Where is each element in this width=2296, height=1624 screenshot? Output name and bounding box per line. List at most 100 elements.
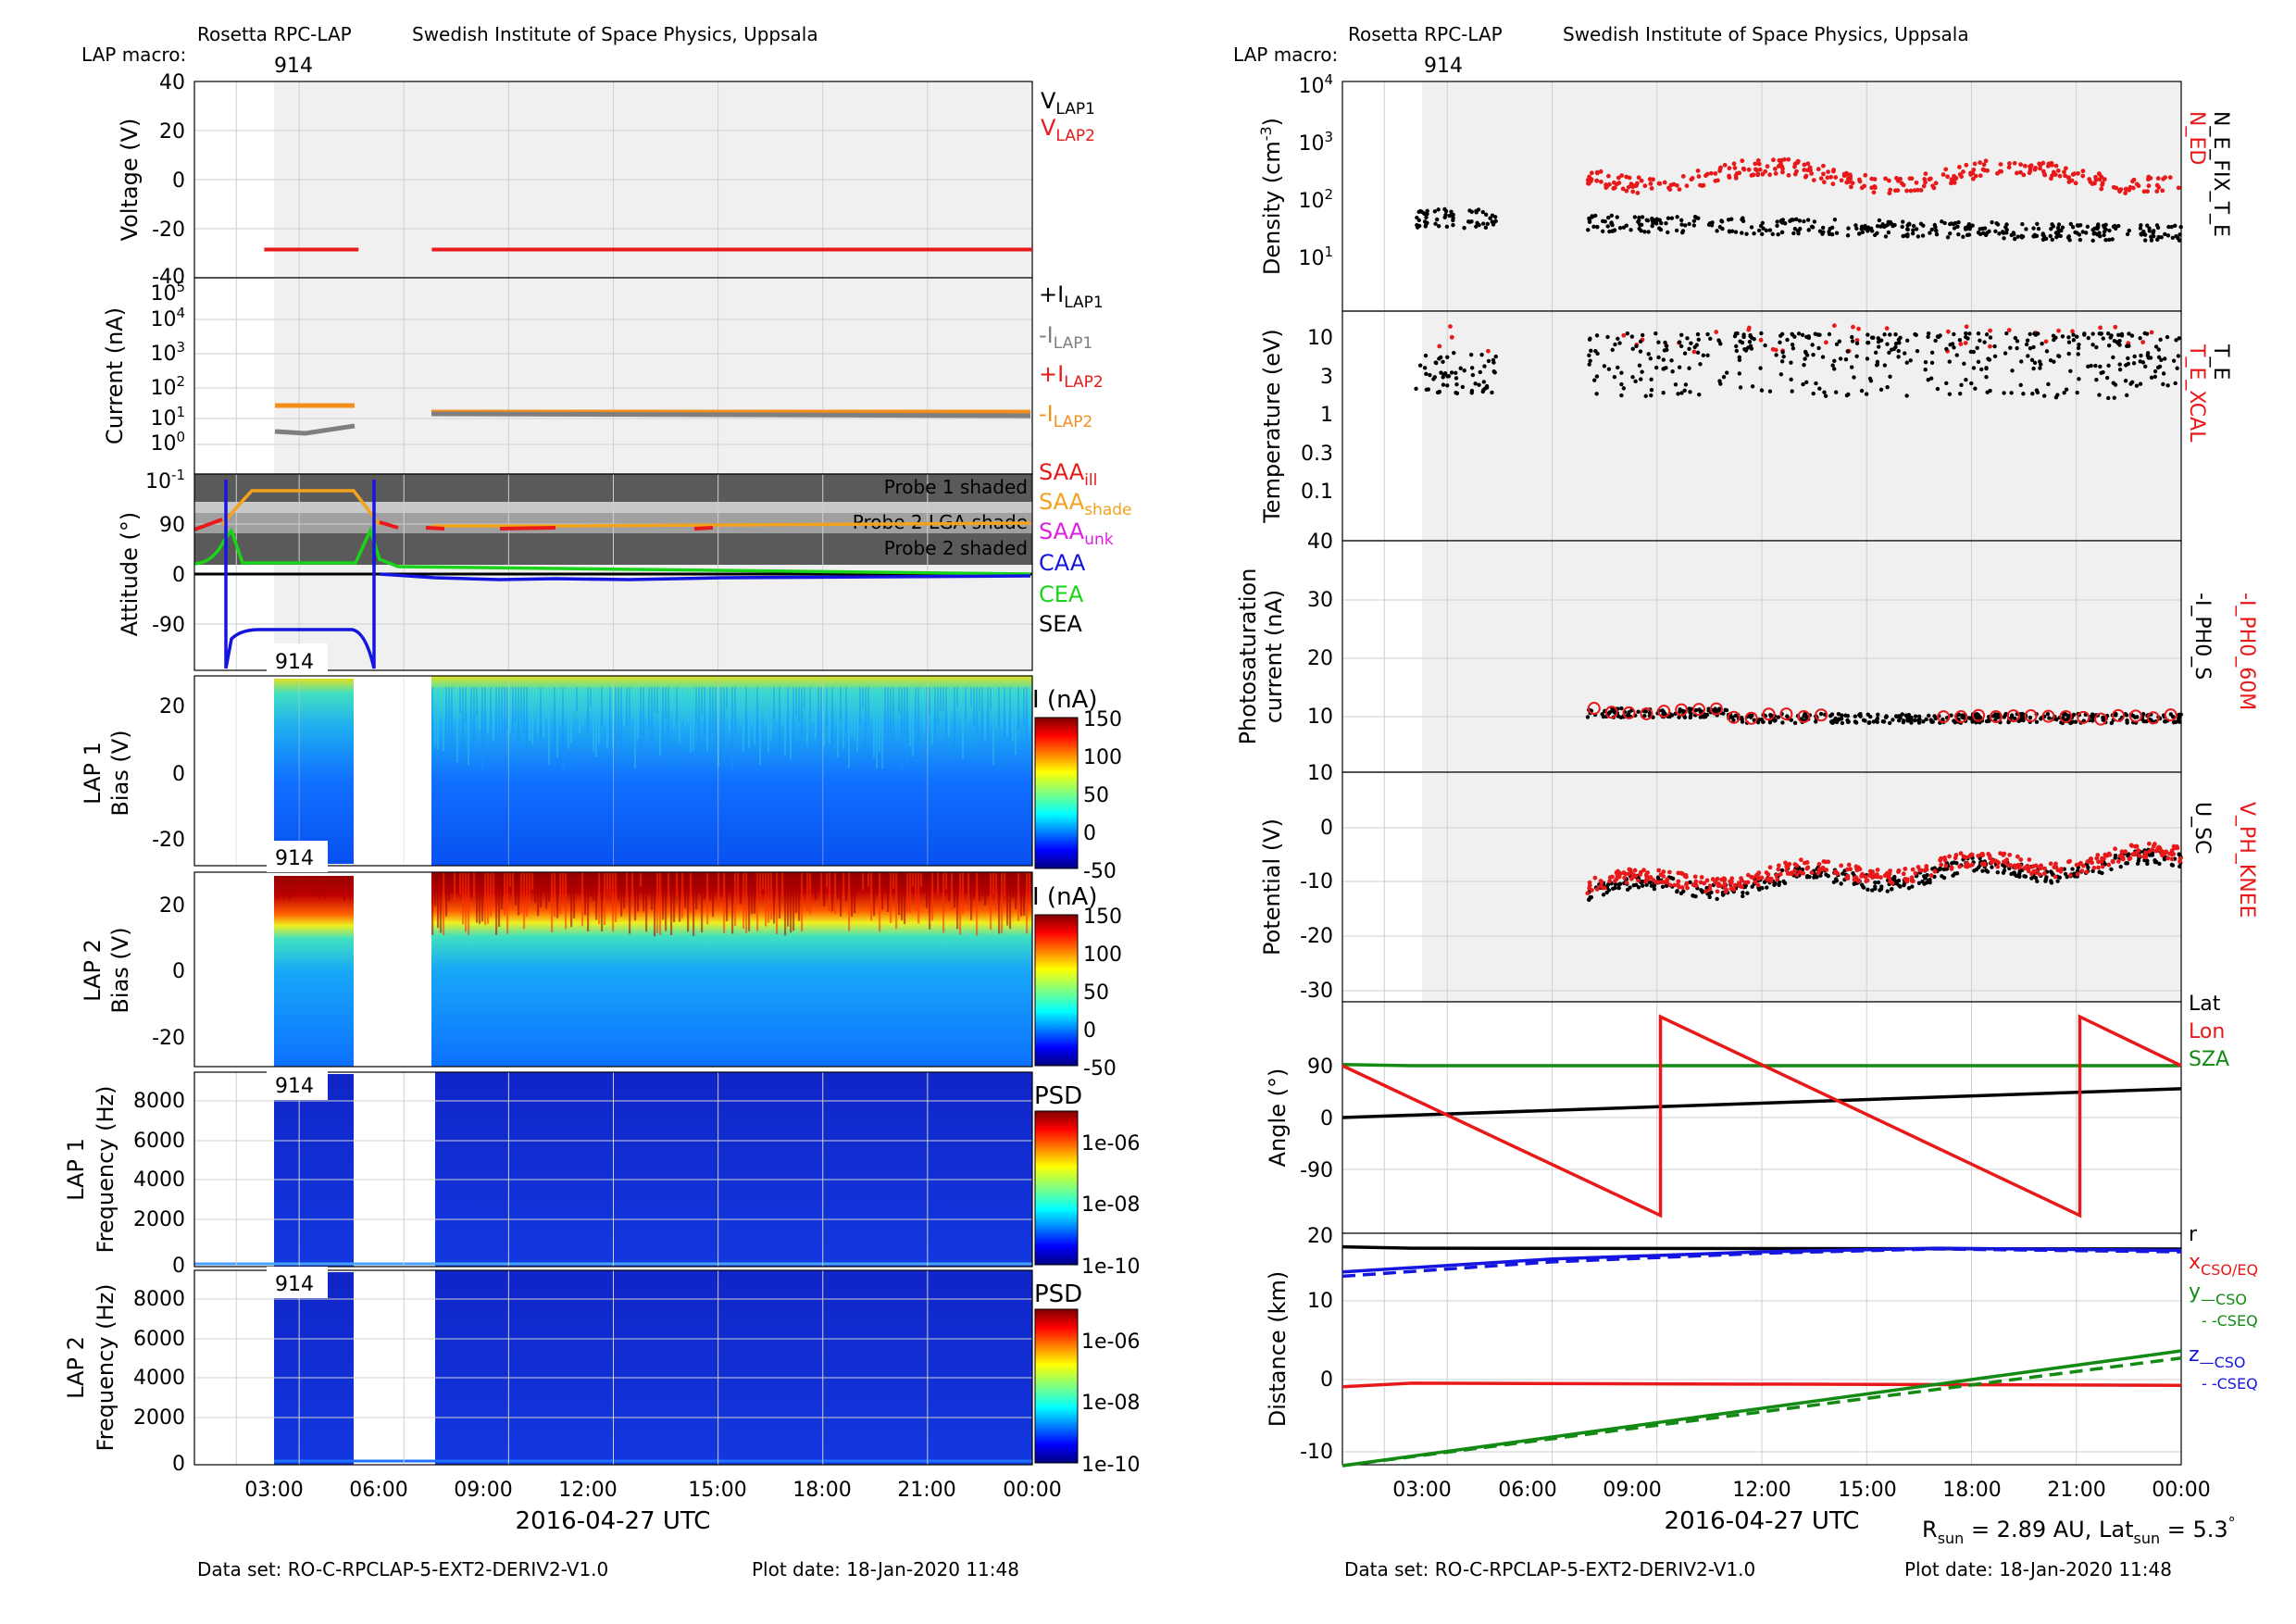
voltage-legend-vlap2: VLAP2 xyxy=(1041,115,1095,145)
bias1-streak xyxy=(470,687,472,733)
bias2-streak xyxy=(759,872,762,899)
pot-tick-m30: -30 xyxy=(1300,980,1333,1003)
temp-texcal-point xyxy=(1854,338,1860,343)
temp-texcal-point xyxy=(1851,324,1855,330)
attitude-tick-m90: -90 xyxy=(152,614,185,637)
temp-te-point xyxy=(1887,350,1891,356)
temp-te-point xyxy=(1656,340,1661,344)
density-nefix-point xyxy=(1610,229,1615,233)
bias1-streak xyxy=(879,687,880,753)
pot-vphknee-point xyxy=(1792,862,1798,867)
density-ned-point xyxy=(1809,171,1815,176)
temp-te-point xyxy=(1752,336,1756,342)
attitude-legend-saa-shade: SAAshade xyxy=(1039,489,1132,519)
density-nefix-point xyxy=(2098,234,2103,239)
density-nefix-point xyxy=(1934,232,1940,237)
photo-iph060m-point xyxy=(1709,702,1723,716)
density-ned-point xyxy=(1972,161,1978,167)
pot-vphknee-point xyxy=(1676,879,1681,884)
dist-tick-0: 0 xyxy=(1320,1368,1333,1392)
temp-te-point xyxy=(1926,331,1931,336)
bias2-streak xyxy=(748,872,751,931)
pot-vphknee-point xyxy=(1969,852,1975,857)
bias1-streak xyxy=(609,687,611,750)
temp-te-point xyxy=(1673,382,1678,387)
left-dataset: Data set: RO-C-RPCLAP-5-EXT2-DERIV2-V1.0 xyxy=(197,1558,608,1580)
pot-vphknee-point xyxy=(2001,853,2006,857)
lap1-bias-colorbar-label: I (nA) xyxy=(1032,686,1097,714)
angle-legend-lat: Lat xyxy=(2189,993,2221,1016)
bias2-streak xyxy=(940,872,942,893)
temp-te-point xyxy=(1619,381,1624,387)
density-nefix-point xyxy=(1654,218,1660,222)
density-ned-point xyxy=(1907,176,1913,181)
density-ned-point xyxy=(1978,160,1983,165)
right-xtick-0600: 06:00 xyxy=(1498,1479,1556,1502)
pot-vphknee-point xyxy=(1775,877,1780,882)
density-nefix-point xyxy=(2169,224,2174,230)
bias1-streak xyxy=(618,687,619,743)
photo-iph0s-point xyxy=(1924,717,1928,722)
density-ned-point xyxy=(1970,176,1976,181)
bias2-streak xyxy=(859,872,862,888)
photo-iph0s-point xyxy=(1866,712,1870,717)
pot-vphknee-point xyxy=(2100,864,2105,869)
temp-te-point xyxy=(1477,382,1481,387)
bias2-streak xyxy=(884,872,887,888)
bias1-streak xyxy=(748,687,750,749)
density-ned-point xyxy=(2176,185,2181,191)
photo-iph060m-point xyxy=(1762,707,1776,721)
bias1-streak xyxy=(651,687,653,745)
density-nefix-point xyxy=(1624,223,1629,228)
pot-vphknee-point xyxy=(1854,868,1860,873)
pot-vphknee-point xyxy=(2037,872,2042,877)
pot-usc-point xyxy=(1604,890,1609,895)
photo-ylabel-line1: Photosaturation xyxy=(1235,568,1261,745)
density-ned-point xyxy=(2124,187,2128,193)
temp-te-point xyxy=(1688,390,1692,394)
temp-te-point xyxy=(1984,375,1989,380)
bias2-streak xyxy=(920,872,923,887)
bias2-streak xyxy=(595,872,598,920)
pot-usc-point xyxy=(1699,888,1703,893)
density-nefix-point xyxy=(1911,223,1916,229)
density-ned-point xyxy=(1983,158,1989,164)
temp-tick-0.1: 0.1 xyxy=(1301,481,1333,504)
density-nefix-point xyxy=(2156,234,2161,240)
density-ned-point xyxy=(1589,170,1594,176)
density-nefix-point xyxy=(1642,230,1647,234)
bias1-streak xyxy=(506,687,508,731)
density-nefix-point xyxy=(1760,220,1766,226)
pot-vphknee-point xyxy=(1913,870,1918,876)
pot-vphknee-point xyxy=(1816,870,1821,876)
temp-te-point xyxy=(1984,366,1989,370)
density-nefix-point xyxy=(1632,215,1638,219)
density-nefix-point xyxy=(2055,226,2061,231)
density-ned-point xyxy=(1887,178,1891,183)
bias1-streak xyxy=(884,687,886,749)
density-ned-point xyxy=(2015,170,2019,176)
pot-vphknee-point xyxy=(1798,869,1803,875)
temp-te-point xyxy=(1830,363,1835,368)
density-nefix-point xyxy=(1821,230,1826,234)
bias2-streak xyxy=(873,872,876,917)
left-xtick-0600: 06:00 xyxy=(349,1479,407,1502)
temp-te-point xyxy=(1653,331,1658,336)
temp-te-point xyxy=(1957,392,1963,396)
density-nefix-point xyxy=(2173,223,2177,229)
attitude-legend-cea: CEA xyxy=(1039,581,1084,607)
photo-iph0s-point xyxy=(1930,719,1935,724)
photo-iph0s-point xyxy=(1853,714,1858,718)
bias1-streak xyxy=(851,687,853,737)
bias2-streak xyxy=(512,872,515,906)
bias1-streak xyxy=(659,687,661,756)
density-nefix-point xyxy=(1733,230,1739,234)
bias2-streak xyxy=(718,872,720,909)
temp-te-point xyxy=(1904,394,1909,398)
temp-te-point xyxy=(1859,388,1865,394)
bias2-streak xyxy=(493,872,495,909)
bias1-streak xyxy=(706,687,708,751)
temp-te-point xyxy=(1685,336,1690,341)
bias1-streak xyxy=(726,687,728,708)
pot-vphknee-point xyxy=(2163,850,2168,856)
